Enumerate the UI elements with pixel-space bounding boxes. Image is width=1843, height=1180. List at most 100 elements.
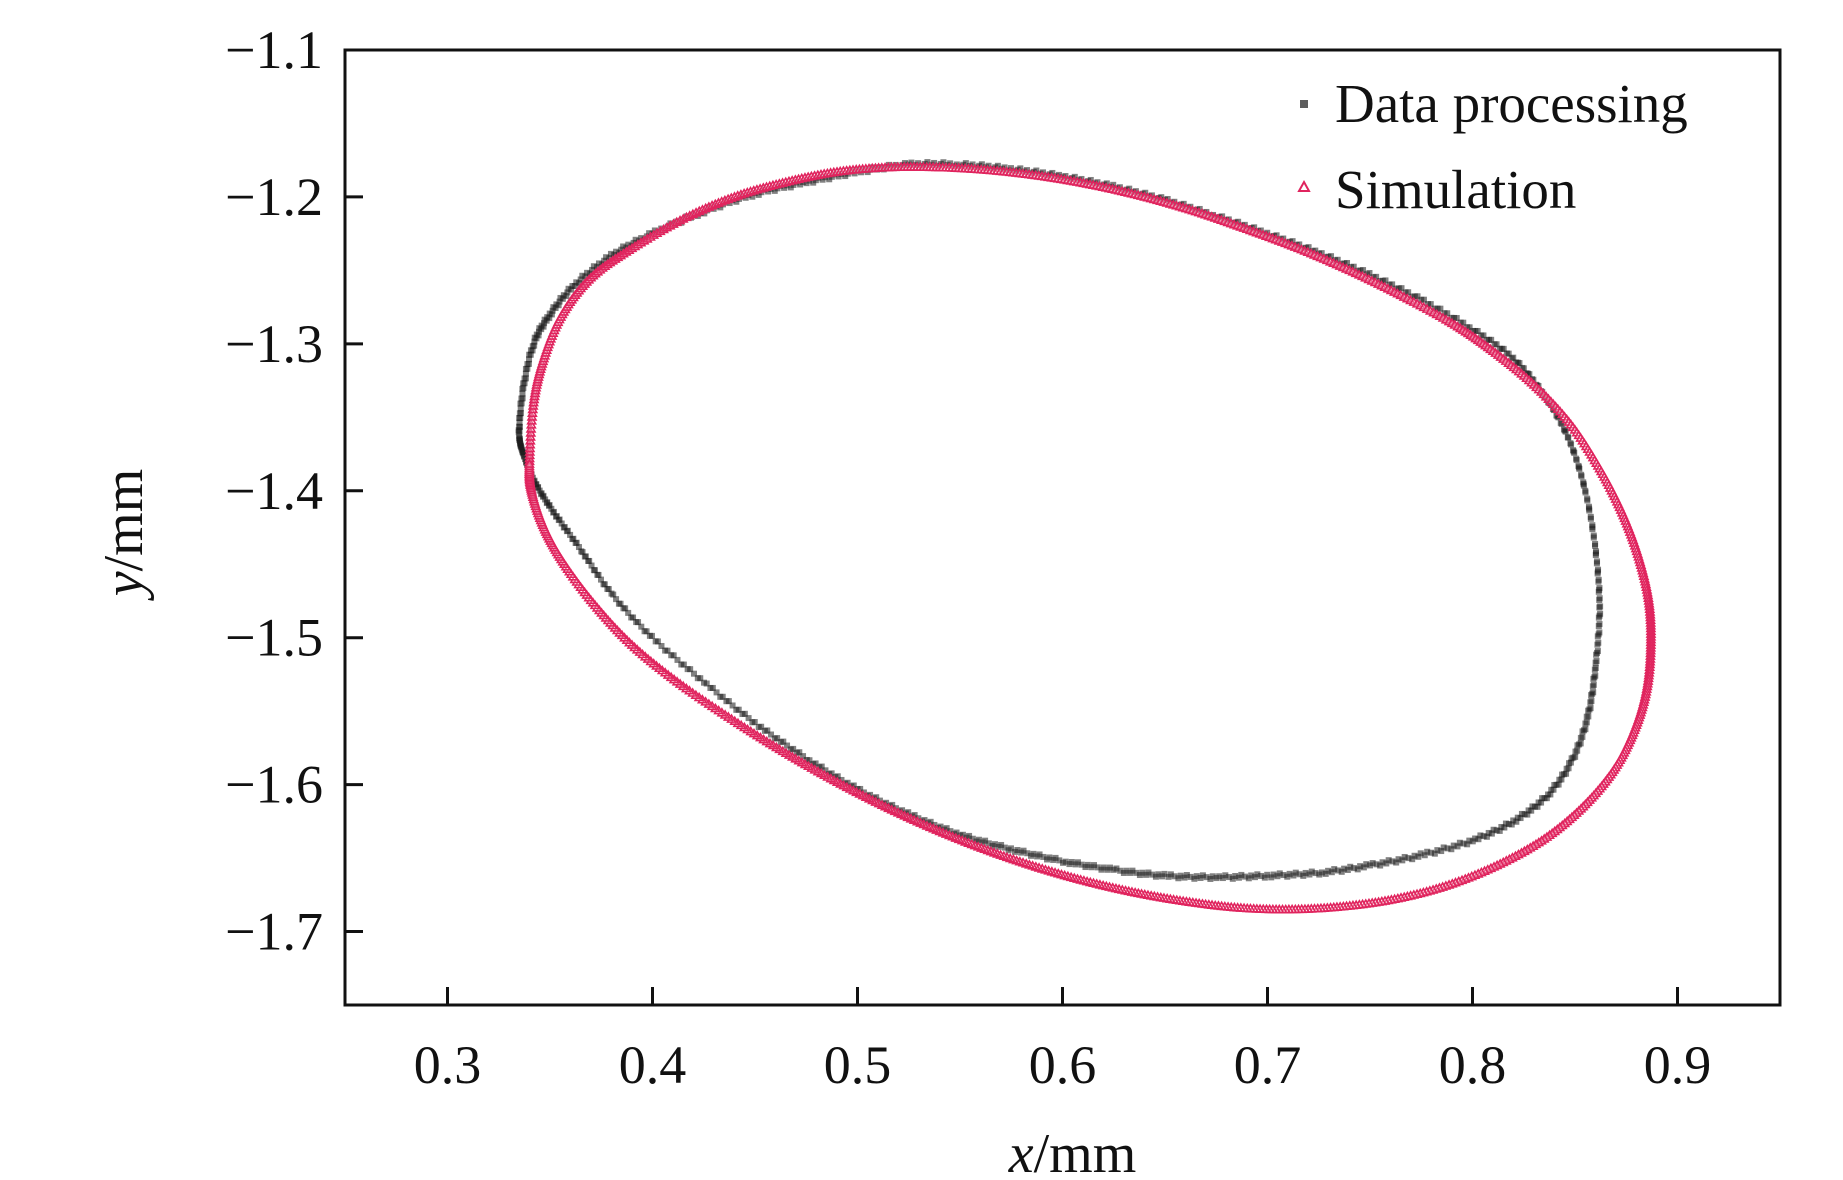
x-tick-label: 0.4: [619, 1035, 687, 1095]
x-axis-unit: /mm: [1034, 1123, 1137, 1180]
data-point: [1001, 844, 1008, 851]
data-point: [1444, 845, 1451, 852]
data-point: [517, 414, 524, 421]
data-point: [521, 380, 528, 387]
data-point: [1207, 875, 1214, 882]
data-point: [1373, 861, 1380, 868]
data-point: [1280, 872, 1287, 879]
data-point: [625, 609, 632, 616]
data-point: [516, 432, 523, 439]
data-point: [1001, 164, 1008, 171]
data-point: [1245, 875, 1252, 882]
data-point: [601, 257, 608, 264]
data-point: [1450, 842, 1457, 849]
data-point: [947, 160, 954, 167]
data-point: [1377, 862, 1384, 869]
data-point: [1229, 875, 1236, 882]
legend-item-data-processing: Data processing: [1300, 73, 1688, 134]
data-point: [520, 384, 527, 391]
data-point: [908, 159, 915, 166]
data-point: [969, 161, 976, 168]
x-tick-label: 0.5: [824, 1035, 892, 1095]
data-point: [822, 767, 829, 774]
data-point: [548, 311, 555, 318]
legend: Data processing Simulation: [1297, 73, 1688, 220]
data-point: [978, 161, 985, 168]
data-point: [1149, 871, 1156, 878]
data-point: [1490, 826, 1497, 833]
data-point: [1480, 332, 1487, 339]
plot-area: [343, 48, 1782, 1007]
data-point: [658, 642, 665, 649]
data-point: [1493, 827, 1500, 834]
data-point: [1344, 259, 1351, 266]
data-point: [1143, 871, 1150, 878]
data-point: [546, 315, 553, 322]
data-point: [1110, 181, 1117, 188]
data-point: [953, 161, 960, 168]
data-point: [1558, 420, 1565, 427]
data-point: [652, 638, 659, 645]
data-point: [651, 227, 658, 234]
data-point: [787, 746, 794, 753]
data-point: [1344, 866, 1351, 873]
data-point: [516, 419, 523, 426]
data-point: [1284, 873, 1291, 880]
data-point: [979, 839, 986, 846]
data-point: [1592, 542, 1599, 549]
data-point: [662, 647, 669, 654]
data-point: [803, 756, 810, 763]
data-point: [1389, 281, 1396, 288]
data-point: [563, 293, 570, 300]
data-point: [603, 254, 610, 261]
data-point: [777, 739, 784, 746]
data-point: [582, 273, 589, 280]
data-point: [985, 162, 992, 169]
data-point: [1087, 176, 1094, 183]
data-point: [1056, 171, 1063, 178]
data-point: [1289, 238, 1296, 245]
data-point: [1590, 675, 1597, 682]
data-point: [1082, 864, 1089, 871]
data-point: [1513, 818, 1520, 825]
data-point: [1453, 315, 1460, 322]
data-point: [595, 260, 602, 267]
data-point: [1363, 861, 1370, 868]
data-point: [701, 679, 708, 686]
data-point: [1440, 844, 1447, 851]
data-point: [531, 342, 538, 349]
data-point: [1028, 852, 1035, 859]
data-point: [1428, 849, 1435, 856]
legend-marker-square: [1300, 100, 1308, 108]
data-point: [1493, 341, 1500, 348]
data-point: [1594, 633, 1601, 640]
data-point: [1261, 874, 1268, 881]
data-point: [1305, 244, 1312, 251]
data-point: [1306, 871, 1313, 878]
data-point: [589, 266, 596, 273]
data-point: [1274, 873, 1281, 880]
data-point: [994, 162, 1001, 169]
x-tick-label: 0.7: [1234, 1035, 1302, 1095]
data-point: [1483, 833, 1490, 840]
data-point: [576, 280, 583, 287]
x-tick-label: 0.8: [1439, 1035, 1507, 1095]
data-point: [1197, 874, 1204, 881]
data-point: [1040, 853, 1047, 860]
data-point: [1588, 692, 1595, 699]
data-point: [1529, 803, 1536, 810]
data-point: [567, 531, 574, 538]
data-point: [625, 241, 632, 248]
data-point: [1050, 856, 1057, 863]
y-tick-label: −1.3: [225, 314, 323, 374]
data-point: [1586, 507, 1593, 514]
data-point: [1273, 232, 1280, 239]
data-point: [630, 239, 637, 246]
data-point: [1398, 285, 1405, 292]
data-point: [1159, 873, 1166, 880]
data-point: [1464, 841, 1471, 848]
data-point: [568, 286, 575, 293]
legend-label-data-processing: Data processing: [1335, 73, 1688, 134]
data-point: [1290, 872, 1297, 879]
data-point: [525, 360, 532, 367]
